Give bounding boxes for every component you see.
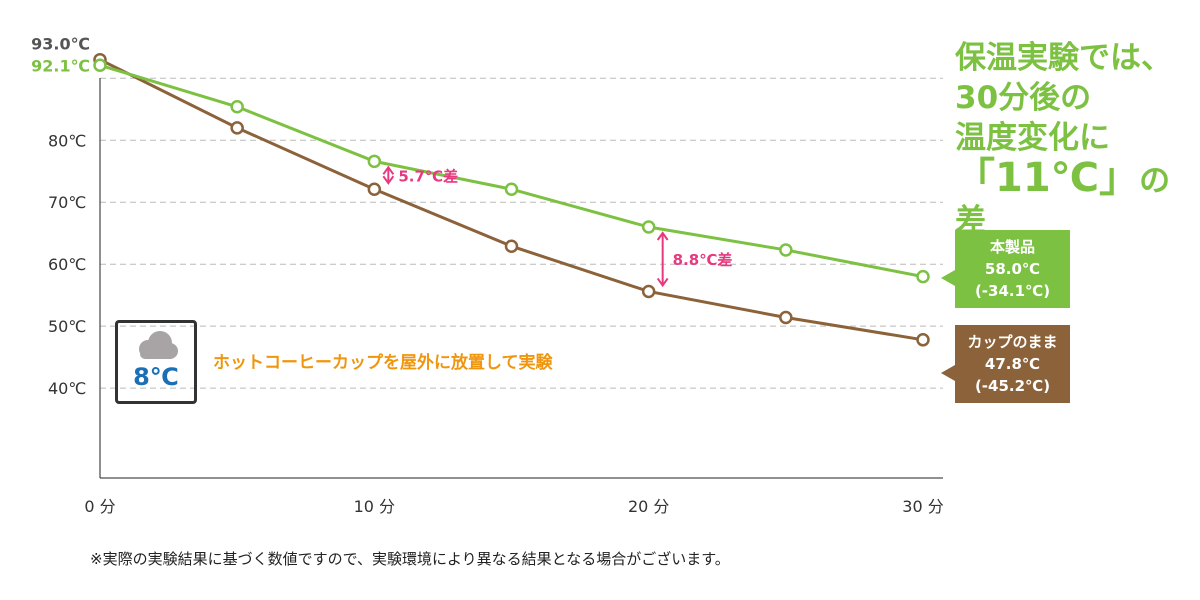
x-tick-label: 0 分	[84, 497, 115, 516]
cloud-icon	[139, 331, 178, 359]
y-tick-label: 40℃	[48, 379, 86, 398]
data-point	[779, 310, 793, 325]
callout-temp: 58.0℃	[984, 260, 1041, 278]
data-point	[504, 182, 519, 196]
data-point	[504, 239, 519, 253]
callout-temp: 47.8℃	[984, 355, 1041, 373]
bracket: 「	[955, 155, 995, 201]
y-tick-label: 50℃	[48, 317, 86, 336]
arrow-head	[382, 165, 395, 185]
experiment-condition: ホットコーヒーカップを屋外に放置して実験	[213, 353, 553, 373]
footnote: ※実際の実験結果に基づく数値ですので、実験環境により異なる結果となる場合がござい…	[90, 550, 730, 568]
bracket: 」	[1099, 155, 1140, 201]
y-tick-label: 70℃	[48, 193, 86, 212]
callout-diff: (-45.2℃)	[974, 377, 1051, 395]
weather-temp: 8℃	[133, 363, 179, 391]
headline-line: 保温実験では、	[955, 40, 1172, 76]
data-point	[916, 333, 930, 347]
headline: 保温実験では、 30分後の 温度変化に 「11℃」の差	[955, 38, 1200, 241]
x-tick-label: 20 分	[628, 497, 669, 516]
headline-line: 温度変化に	[955, 120, 1110, 156]
data-point	[779, 243, 793, 257]
data-point	[367, 154, 382, 169]
y-tick-label: 60℃	[48, 255, 86, 274]
arrow-head	[656, 231, 669, 288]
callout-name: カップのまま	[967, 333, 1058, 351]
callout-diff: (-34.1℃)	[974, 282, 1051, 300]
x-tick-label: 10 分	[354, 497, 395, 516]
headline-diff: 11℃	[995, 155, 1100, 201]
headline-line: 30分後の	[955, 80, 1092, 116]
x-tick-label: 30 分	[902, 497, 943, 516]
diff-label: 8.8℃差	[673, 251, 733, 269]
data-point	[916, 269, 930, 284]
data-point	[93, 58, 107, 73]
data-point	[230, 100, 244, 114]
product-callout: 本製品 58.0℃ (-34.1℃)	[941, 230, 1070, 308]
diff-label: 5.7℃差	[398, 167, 458, 185]
headline-line: 「11℃」の差	[955, 158, 1200, 241]
cup-callout: カップのまま 47.8℃ (-45.2℃)	[941, 325, 1070, 403]
data-point	[367, 182, 382, 196]
start-label: 92.1℃	[31, 56, 90, 75]
start-label: 93.0℃	[31, 35, 90, 54]
y-tick-label: 80℃	[48, 131, 86, 150]
weather-badge: 8℃	[115, 320, 197, 404]
data-point	[641, 220, 656, 234]
data-point	[230, 121, 244, 135]
callout-name: 本製品	[989, 238, 1035, 256]
data-point	[641, 284, 656, 299]
